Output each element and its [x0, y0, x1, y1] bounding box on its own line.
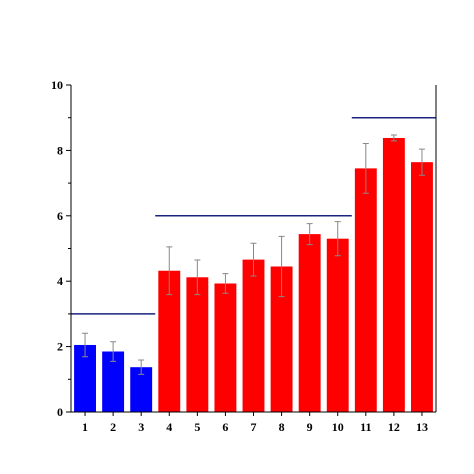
reference-lines-group — [71, 116, 436, 315]
x-tick-label-13: 13 — [416, 420, 428, 434]
x-tick-label-1: 1 — [82, 420, 88, 434]
bar-10 — [326, 238, 349, 412]
bar-7 — [242, 259, 265, 412]
bar-12 — [382, 137, 405, 412]
bar-13 — [411, 162, 433, 412]
error-bar-5 — [194, 259, 201, 296]
x-tick-label-3: 3 — [138, 420, 144, 434]
bar-8 — [270, 266, 293, 412]
error-bar-13 — [418, 148, 425, 176]
x-ticks-group: 1 2 3 4 5 6 7 8 9 10 11 12 13 — [82, 412, 428, 434]
error-bar-10 — [334, 221, 341, 257]
bar-5 — [186, 277, 209, 412]
error-bars-group — [82, 134, 425, 375]
bar-3 — [130, 367, 153, 412]
x-tick-label-12: 12 — [388, 420, 400, 434]
x-tick-label-10: 10 — [332, 420, 344, 434]
bar-6 — [214, 283, 237, 412]
x-tick-label-9: 9 — [307, 420, 313, 434]
y-tick-label: 0 — [57, 405, 63, 419]
error-bar-2 — [110, 341, 117, 362]
y-tick-label: 2 — [57, 340, 63, 354]
bars-group — [74, 137, 433, 412]
x-tick-label-6: 6 — [222, 420, 228, 434]
y-ticks-group: 0 2 4 6 8 10 — [51, 78, 71, 419]
y-tick-label: 10 — [51, 78, 63, 92]
error-bar-3 — [138, 359, 145, 375]
x-tick-label-4: 4 — [166, 420, 172, 434]
error-bar-6 — [222, 273, 229, 294]
x-tick-label-11: 11 — [360, 420, 371, 434]
error-bar-4 — [166, 246, 173, 296]
error-bar-1 — [82, 332, 89, 358]
x-tick-label-5: 5 — [194, 420, 200, 434]
bar-2 — [102, 351, 125, 412]
y-tick-label: 6 — [57, 209, 63, 223]
error-bar-9 — [306, 223, 313, 246]
bar-4 — [158, 270, 181, 412]
y-tick-label: 8 — [57, 143, 63, 157]
error-bar-8 — [278, 235, 285, 298]
x-tick-label-7: 7 — [251, 420, 257, 434]
error-bar-12 — [390, 134, 397, 142]
x-tick-label-8: 8 — [279, 420, 285, 434]
bar-11 — [354, 168, 377, 412]
error-bar-11 — [362, 143, 369, 194]
bar-1 — [74, 344, 96, 412]
error-bar-7 — [250, 242, 257, 277]
y-tick-label: 4 — [57, 274, 63, 288]
x-tick-label-2: 2 — [110, 420, 116, 434]
bar-9 — [298, 234, 321, 412]
